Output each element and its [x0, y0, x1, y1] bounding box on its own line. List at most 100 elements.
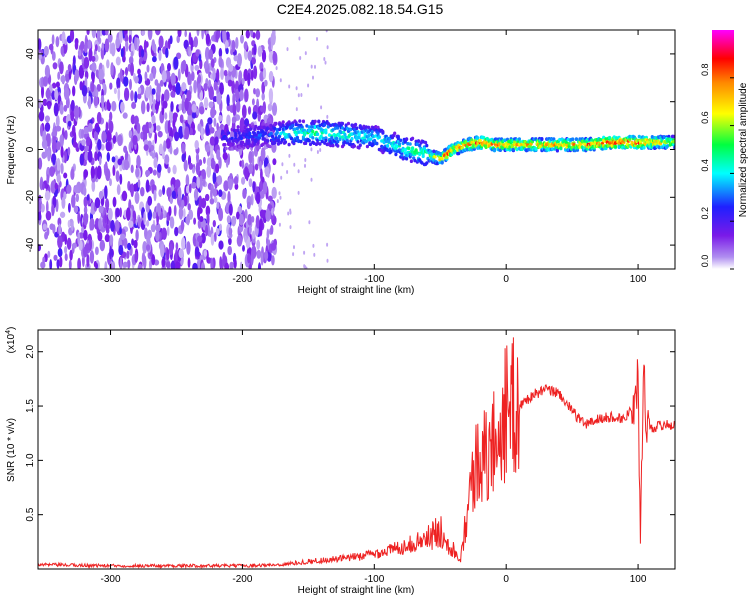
noise-blob: [42, 76, 49, 87]
ridge-cell: [223, 143, 227, 147]
noise-blob: [112, 135, 117, 144]
ridge-cell: [411, 146, 415, 150]
noise-blob: [253, 87, 256, 95]
noise-blob: [71, 221, 74, 232]
noise-blob: [51, 34, 55, 45]
ridge-cell: [617, 145, 621, 149]
noise-blob: [87, 122, 93, 133]
noise-speck: [310, 64, 313, 69]
noise-blob: [66, 184, 72, 194]
noise-blob: [91, 74, 95, 84]
snr-y-axis: 0.5 1.0 1.5 2.0: [25, 344, 675, 522]
noise-blob: [191, 103, 197, 113]
ridge-cell: [615, 136, 619, 140]
noise-blob: [195, 246, 200, 257]
ridge-cell: [326, 121, 330, 126]
noise-blob: [156, 83, 162, 96]
noise-blob: [81, 226, 84, 234]
noise-blob: [109, 234, 114, 246]
snr-y-label: SNR (10 * v/v): [6, 418, 17, 482]
noise-blob: [167, 166, 171, 174]
noise-blob: [227, 79, 233, 87]
noise-blob: [241, 104, 247, 119]
noise-blob: [259, 209, 266, 219]
colorbar-tick-label: 0.0: [700, 255, 710, 268]
noise-blob: [244, 166, 249, 180]
ridge-cell: [389, 149, 393, 154]
noise-blob: [204, 46, 210, 61]
noise-blob: [153, 189, 157, 202]
noise-blob: [137, 93, 142, 100]
noise-blob: [208, 79, 212, 89]
noise-blob: [170, 72, 176, 86]
noise-blob: [140, 186, 145, 197]
noise-blob: [64, 73, 71, 82]
ridge-cell: [300, 125, 304, 129]
x-tick-label: 0: [503, 574, 509, 585]
noise-speck: [307, 83, 310, 88]
ridge-cell: [324, 138, 328, 143]
noise-speck: [289, 210, 292, 215]
noise-blob: [208, 101, 214, 109]
noise-blob: [44, 64, 50, 79]
noise-blob: [260, 147, 266, 162]
noise-blob: [267, 195, 273, 202]
noise-blob: [157, 203, 161, 217]
noise-blob: [255, 30, 261, 41]
noise-blob: [98, 68, 104, 81]
noise-blob: [238, 70, 243, 82]
noise-blob: [104, 38, 110, 53]
noise-blob: [263, 79, 268, 87]
ridge-cell: [390, 144, 394, 148]
ridge-cell: [350, 132, 354, 136]
noise-blob: [45, 88, 51, 99]
noise-blob: [48, 43, 54, 51]
noise-blob: [119, 207, 122, 218]
noise-blob: [38, 201, 42, 212]
noise-blob: [173, 56, 179, 70]
noise-blob: [233, 176, 239, 185]
snr-frame: [37, 329, 676, 570]
ridge-cell: [273, 140, 277, 145]
ridge-cell: [397, 142, 402, 146]
ridge-cell: [613, 144, 618, 149]
noise-blob: [227, 190, 231, 205]
noise-blob: [202, 177, 206, 187]
noise-blob: [196, 176, 201, 189]
noise-blob: [161, 227, 167, 240]
noise-blob: [77, 231, 81, 245]
noise-blob: [67, 64, 72, 72]
noise-blob: [98, 205, 104, 214]
ridge-cell: [403, 147, 407, 152]
noise-blob: [94, 44, 98, 52]
noise-blob: [158, 189, 163, 197]
noise-blob: [255, 215, 260, 229]
ridge-cell: [260, 125, 264, 130]
noise-blob: [52, 127, 56, 137]
ridge-cell: [484, 144, 488, 148]
noise-blob: [96, 111, 102, 125]
noise-blob: [247, 72, 251, 87]
noise-blob: [40, 84, 45, 99]
noise-blob: [143, 144, 149, 151]
ridge-cell: [395, 149, 399, 154]
noise-blob: [38, 110, 45, 122]
noise-blob: [51, 51, 56, 61]
noise-speck: [297, 169, 300, 174]
ridge-cell: [604, 137, 608, 141]
noise-blob: [185, 215, 191, 225]
noise-blob: [271, 255, 275, 266]
ridge-cell: [335, 136, 339, 141]
noise-blob: [44, 190, 51, 201]
ridge-cell: [657, 145, 662, 150]
noise-blob: [71, 194, 76, 208]
noise-blob: [151, 148, 156, 159]
noise-blob: [71, 242, 77, 249]
noise-blob: [219, 82, 224, 95]
noise-blob: [150, 144, 155, 151]
noise-blob: [73, 184, 79, 194]
noise-blob: [248, 163, 253, 174]
noise-blob: [122, 112, 128, 119]
ridge-cell: [349, 127, 353, 132]
noise-blob: [116, 77, 121, 88]
